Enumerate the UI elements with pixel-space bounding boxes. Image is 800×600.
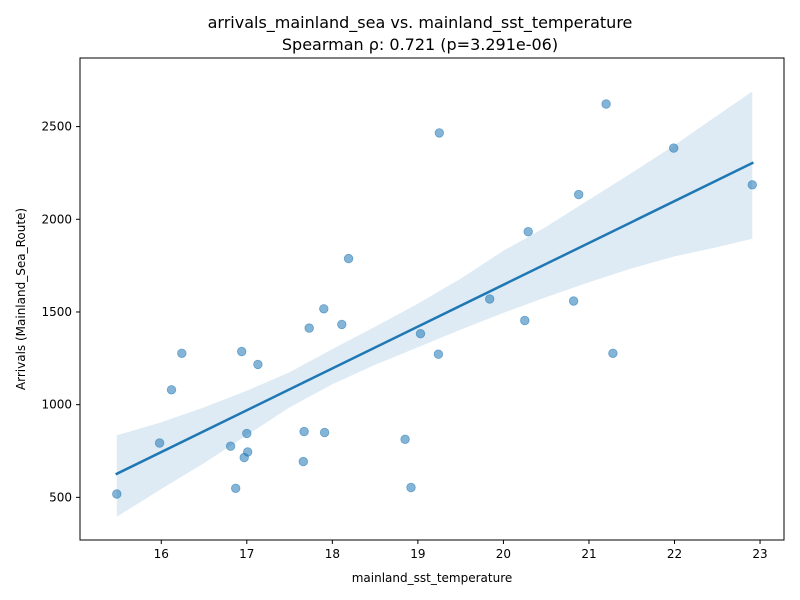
data-point — [415, 329, 426, 339]
data-point — [242, 428, 252, 439]
data-point — [608, 348, 618, 359]
data-point — [343, 253, 354, 264]
x-tick-label: 19 — [410, 547, 425, 561]
data-point — [319, 427, 330, 438]
data-point — [236, 346, 247, 357]
data-point — [400, 434, 410, 445]
data-point — [747, 180, 758, 190]
data-point — [112, 489, 122, 499]
data-point — [230, 483, 241, 494]
data-point — [299, 426, 309, 437]
x-axis: 16 17 18 19 20 21 22 23 — [154, 540, 768, 561]
data-point — [225, 441, 236, 451]
data-point — [433, 349, 444, 359]
y-tick-label: 500 — [49, 490, 72, 504]
data-point — [154, 438, 165, 448]
x-tick-label: 18 — [325, 547, 340, 561]
data-point — [574, 189, 584, 200]
data-point — [298, 456, 309, 467]
x-axis-label: mainland_sst_temperature — [352, 571, 513, 585]
x-tick-label: 17 — [239, 547, 254, 561]
y-tick-label: 1000 — [41, 398, 72, 412]
chart-title: arrivals_mainland_sea vs. mainland_sst_t… — [208, 13, 633, 33]
x-tick-label: 22 — [667, 547, 682, 561]
axes-frame — [79, 57, 785, 541]
x-tick-label: 21 — [581, 547, 596, 561]
data-point — [337, 319, 347, 330]
x-tick-label: 23 — [752, 547, 767, 561]
data-point — [253, 359, 263, 370]
data-point — [406, 482, 416, 493]
y-tick-label: 2500 — [41, 120, 72, 134]
data-point — [523, 226, 533, 237]
y-axis: 500 1000 1500 2000 2500 — [41, 120, 80, 504]
data-point — [166, 385, 177, 395]
confidence-band — [116, 91, 753, 517]
x-tick-label: 20 — [496, 547, 511, 561]
data-point — [242, 447, 253, 457]
data-point — [177, 348, 187, 359]
y-tick-label: 2000 — [41, 212, 72, 226]
x-tick-label: 16 — [154, 547, 169, 561]
y-axis-label: Arrivals (Mainland_Sea_Route) — [14, 208, 28, 390]
data-point — [485, 294, 495, 304]
data-point — [520, 315, 530, 326]
data-point — [669, 143, 679, 153]
data-point — [434, 128, 445, 138]
plot-area — [112, 91, 758, 517]
chart-subtitle: Spearman ρ: 0.721 (p=3.291e-06) — [282, 35, 558, 54]
data-point — [304, 323, 314, 333]
data-point — [601, 99, 611, 109]
data-point — [568, 296, 579, 306]
regression-line — [115, 161, 754, 476]
data-point — [319, 304, 329, 314]
y-tick-label: 1500 — [41, 305, 72, 319]
